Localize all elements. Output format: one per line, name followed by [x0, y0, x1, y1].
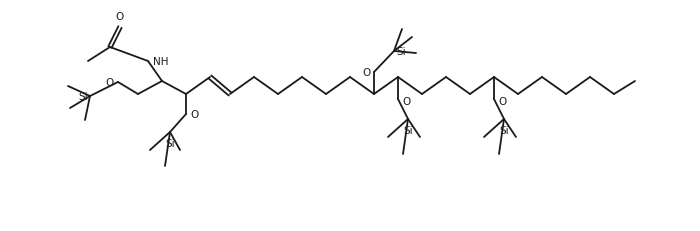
Text: O: O — [116, 12, 124, 22]
Text: O: O — [402, 97, 410, 106]
Text: O: O — [190, 109, 198, 119]
Text: Si: Si — [396, 47, 405, 57]
Text: Si: Si — [499, 125, 509, 135]
Text: O: O — [498, 97, 506, 106]
Text: Si: Si — [403, 125, 413, 135]
Text: O: O — [363, 68, 371, 78]
Text: Si: Si — [78, 92, 88, 102]
Text: Si: Si — [165, 138, 175, 148]
Text: O: O — [106, 78, 114, 88]
Text: NH: NH — [153, 57, 169, 67]
